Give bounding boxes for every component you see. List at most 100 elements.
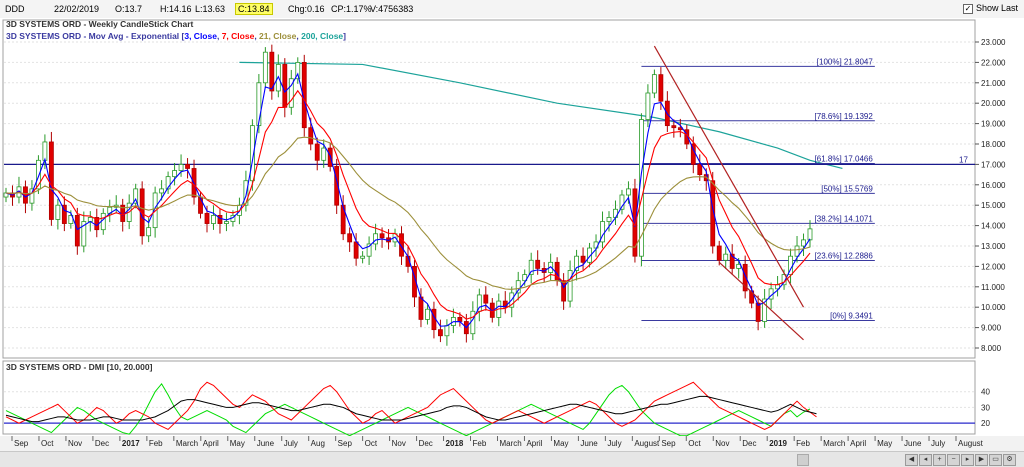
candle-body	[723, 253, 729, 261]
x-axis: Sep Oct Nov Dec 2017 Feb March April May June July…	[11, 436, 984, 448]
price-y-tick-label: 12.000	[981, 262, 1006, 271]
x-axis-label: Dec	[95, 439, 109, 448]
price-y-tick-label: 22.000	[981, 58, 1006, 67]
fibonacci-levels[interactable]: [100%] 21.8047 [78.6%] 19.1392 [61.8%] 17.…	[641, 57, 875, 321]
candle-body	[353, 241, 359, 259]
price-chart-title: 3D SYSTEMS ORD - Weekly CandleStick Char…	[6, 19, 194, 29]
scroll-last-icon[interactable]: ▶	[975, 454, 988, 466]
candle-body	[178, 163, 184, 171]
price-y-tick-label: 9.000	[981, 324, 1002, 333]
date-label: 22/02/2019	[54, 4, 100, 14]
candle-body	[626, 188, 631, 196]
dmi-panel-frame	[2, 360, 976, 435]
x-axis-label: Feb	[149, 439, 163, 448]
price-y-tick-label: 8.000	[981, 344, 1002, 353]
ema200-line	[239, 61, 843, 170]
low-value: L:13.63	[195, 4, 226, 14]
candle-body	[360, 255, 366, 259]
x-axis-label: Oct	[688, 439, 701, 448]
ema-legend-separator: ,	[254, 31, 259, 41]
candle-body	[457, 316, 463, 322]
candle-body	[308, 127, 314, 145]
candle-body	[262, 51, 268, 84]
candle-body	[755, 302, 761, 322]
candle-body	[561, 280, 567, 302]
x-axis-label: May	[877, 439, 892, 448]
candle-body	[373, 233, 378, 245]
fit-icon[interactable]: ▭	[989, 454, 1002, 466]
symbol-label: DDD	[5, 4, 25, 14]
candle-body	[74, 214, 80, 247]
scroll-left-icon[interactable]: ◂	[919, 454, 932, 466]
x-axis-label: July	[931, 439, 945, 448]
price-panel-frame	[2, 19, 976, 359]
zoom-in-icon[interactable]: +	[933, 454, 946, 466]
scroll-first-icon[interactable]: ◀	[905, 454, 918, 466]
ema-legend-separator: ]	[343, 31, 346, 41]
candle-body	[29, 188, 35, 204]
ema-21-series-line	[5, 136, 811, 290]
fib-level-label: [38.2%] 14.1071	[815, 214, 874, 223]
candle-body	[334, 166, 340, 206]
chart-area[interactable]: 23.000 22.000 21.000 20.000 19.000 18.000 17.0…	[0, 18, 1024, 451]
x-axis-label: Dec	[419, 439, 433, 448]
dmi-series-line	[5, 395, 817, 423]
candle-body	[366, 243, 372, 257]
candle-body	[801, 239, 806, 247]
candle-body	[651, 74, 657, 94]
trend-channel-line	[718, 261, 804, 341]
checkbox-check-icon[interactable]: ✓	[962, 3, 973, 14]
candle-body	[249, 125, 255, 182]
candle-body	[528, 259, 534, 275]
ema-legend-separator: ,	[217, 31, 222, 41]
show-last-checkbox[interactable]: ✓ Show Last	[962, 3, 1018, 14]
ema-legend-param: 3, Close	[184, 31, 217, 41]
quote-toolbar: DDD 22/02/2019 O:13.7 H:14.16 L:13.63 C:…	[0, 0, 1024, 19]
horizontal-line-label: 17	[959, 155, 968, 164]
candle-body	[269, 51, 275, 92]
trend-channel[interactable]	[653, 45, 805, 341]
change-pct-value: CP:1.17%	[331, 4, 372, 14]
ema-legend-param: 200, Close	[301, 31, 343, 41]
candle-body	[567, 270, 573, 302]
scroll-thumb[interactable]	[797, 454, 809, 466]
settings-icon[interactable]: ⚙	[1003, 454, 1016, 466]
x-axis-label: Nov	[392, 439, 406, 448]
x-axis-label: Dec	[742, 439, 756, 448]
candle-body	[146, 227, 152, 237]
candle-body	[172, 170, 177, 178]
ema-legend-prefix: 3D SYSTEMS ORD - Mov Avg - Exponential [	[6, 31, 185, 41]
x-axis-label: August	[958, 439, 984, 448]
zoom-out-icon[interactable]: −	[947, 454, 960, 466]
candle-body	[444, 325, 450, 337]
trend-channel-line	[653, 45, 805, 308]
candle-body	[36, 159, 41, 190]
scroll-right-icon[interactable]: ▸	[961, 454, 974, 466]
price-y-tick-label: 18.000	[981, 140, 1006, 149]
dmi-chart-title: 3D SYSTEMS ORD - DMI [10, 20.000]	[6, 362, 153, 372]
x-axis-label: May	[230, 439, 245, 448]
x-axis-label: Sep	[338, 439, 353, 448]
x-axis-label: 2017	[122, 439, 140, 448]
candle-body	[204, 212, 210, 224]
price-y-tick-label: 23.000	[981, 38, 1006, 47]
x-axis-label: Aug	[311, 439, 325, 448]
candle-body	[535, 259, 541, 269]
candle-body	[645, 92, 651, 120]
candle-body	[671, 125, 677, 129]
x-axis-label: Sep	[661, 439, 676, 448]
price-y-tick-label: 20.000	[981, 99, 1006, 108]
candle-body	[399, 233, 404, 257]
fib-level-label: [61.8%] 17.0466	[815, 154, 874, 163]
candle-body	[580, 255, 586, 263]
close-value: C:13.84	[235, 3, 273, 15]
candle-body	[256, 82, 262, 127]
candle-body	[794, 245, 800, 257]
dmi-y-tick-label: 30	[981, 403, 990, 412]
candle-body	[159, 188, 165, 194]
horizontal-line[interactable]: 17	[4, 155, 975, 165]
candle-body	[55, 204, 61, 220]
dmi-lines	[5, 381, 817, 437]
candle-body	[217, 214, 223, 224]
price-y-tick-label: 17.000	[981, 160, 1006, 169]
